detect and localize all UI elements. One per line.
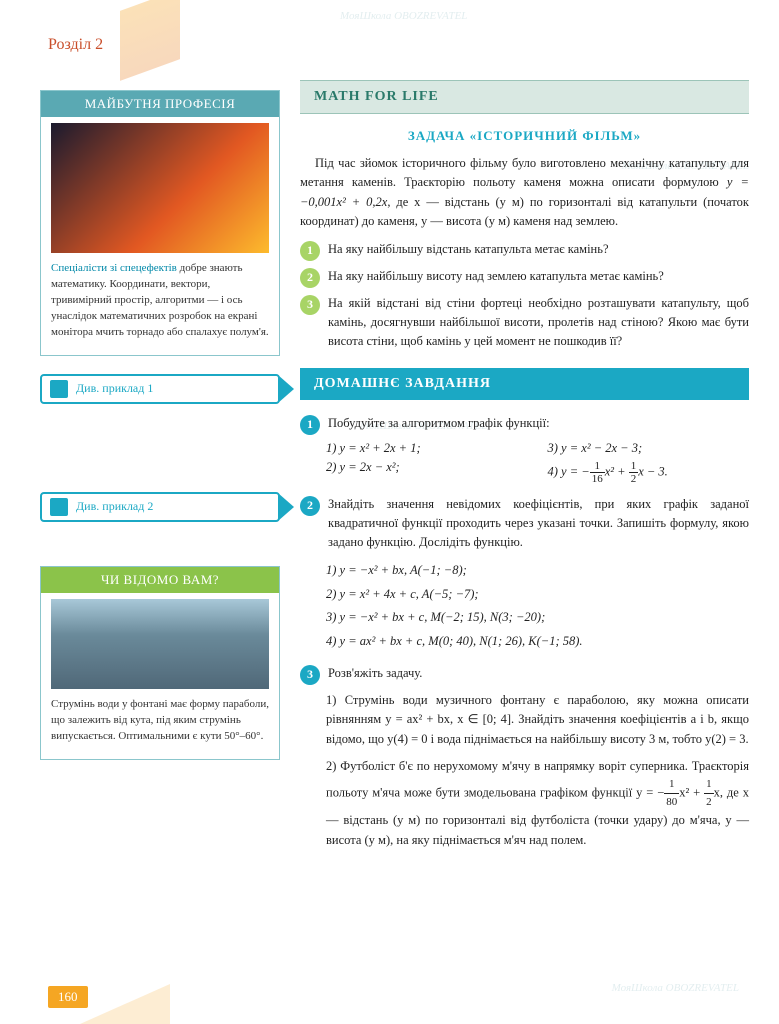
hw1-f1: 1) y = x² + 2x + 1; xyxy=(326,441,421,455)
mfl-question-3: 3 На якій відстані від стіни фортеці нео… xyxy=(300,294,749,352)
task-title: ЗАДАЧА «ІСТОРИЧНИЙ ФІЛЬМ» xyxy=(300,128,749,144)
hw2-f4: 4) y = ax² + bx + c, M(0; 40), N(1; 26),… xyxy=(326,634,583,648)
hw3-sub-1: 1) Струмінь води музичного фонтану є пар… xyxy=(326,691,749,749)
profession-image xyxy=(51,123,269,253)
mfl-q3-text: На якій відстані від стіни фортеці необх… xyxy=(328,294,749,352)
book-icon xyxy=(50,380,68,398)
mfl-question-2: 2 На яку найбільшу висоту над землею кат… xyxy=(300,267,749,288)
book-icon xyxy=(50,498,68,516)
hw1-prompt: Побудуйте за алгоритмом графік функції: xyxy=(328,414,749,433)
did-you-know-box: ЧИ ВІДОМО ВАМ? Струмінь води у фонтані м… xyxy=(40,566,280,760)
profession-header: МАЙБУТНЯ ПРОФЕСІЯ xyxy=(41,91,279,117)
hw-task-1: 1 Побудуйте за алгоритмом графік функції… xyxy=(300,414,749,435)
homework-header: ДОМАШНЄ ЗАВДАННЯ xyxy=(300,368,749,400)
reference-tab-1: Див. приклад 1 xyxy=(40,374,280,404)
bullet-1: 1 xyxy=(300,241,320,261)
reference-1-label: Див. приклад 1 xyxy=(76,381,153,396)
hw1-f3: 3) y = x² − 2x − 3; xyxy=(548,441,643,455)
profession-highlight: Спеціалісти зі спецефектів xyxy=(51,262,177,274)
reference-2-label: Див. приклад 2 xyxy=(76,499,153,514)
hw1-f2: 2) y = 2x − x²; xyxy=(326,460,400,474)
hw-task-2: 2 Знайдіть значення невідомих коефіцієнт… xyxy=(300,495,749,553)
bullet-3: 3 xyxy=(300,295,320,315)
hw3-prompt: Розв'яжіть задачу. xyxy=(328,664,749,683)
intro-text-a: Під час зйомок історичного фільму було в… xyxy=(300,156,749,189)
hw1-f4: 4) y = −116x² + 12x − 3. xyxy=(548,460,750,485)
bullet-2: 2 xyxy=(300,268,320,288)
hw-task-3: 3 Розв'яжіть задачу. xyxy=(300,664,749,685)
hw3-1-formula: y = ax² + bx, x ∈ [0; 4] xyxy=(385,712,511,726)
bullet-hw-3: 3 xyxy=(300,665,320,685)
profession-box: МАЙБУТНЯ ПРОФЕСІЯ Спеціалісти зі спецефе… xyxy=(40,90,280,356)
sidebar-column: МАЙБУТНЯ ПРОФЕСІЯ Спеціалісти зі спецефе… xyxy=(40,40,280,1004)
intro-paragraph: Під час зйомок історичного фільму було в… xyxy=(300,154,749,232)
bullet-hw-2: 2 xyxy=(300,496,320,516)
fountain-image xyxy=(51,599,269,689)
mfl-q1-text: На яку найбільшу відстань катапульта мет… xyxy=(328,240,749,259)
hw2-f2: 2) y = x² + 4x + c, A(−5; −7); xyxy=(326,587,479,601)
profession-text: Спеціалісти зі спецефектів добре знають … xyxy=(51,261,269,341)
hw1-formulas: 1) y = x² + 2x + 1; 3) y = x² − 2x − 3; … xyxy=(326,441,749,485)
reference-tab-2: Див. приклад 2 xyxy=(40,492,280,522)
main-column: MATH FOR LIFE ЗАДАЧА «ІСТОРИЧНИЙ ФІЛЬМ» … xyxy=(280,40,749,1004)
did-you-know-header: ЧИ ВІДОМО ВАМ? xyxy=(41,567,279,593)
hw3-sub-2: 2) Футболіст б'є по нерухомому м'ячу в н… xyxy=(326,757,749,850)
mfl-q2-text: На яку найбільшу висоту над землею катап… xyxy=(328,267,749,286)
hw2-f1: 1) y = −x² + bx, A(−1; −8); xyxy=(326,563,467,577)
page-container: МАЙБУТНЯ ПРОФЕСІЯ Спеціалісти зі спецефе… xyxy=(0,0,779,1024)
hw2-prompt: Знайдіть значення невідомих коефіцієнтів… xyxy=(328,495,749,553)
mfl-question-1: 1 На яку найбільшу відстань катапульта м… xyxy=(300,240,749,261)
hw2-formulas: 1) y = −x² + bx, A(−1; −8); 2) y = x² + … xyxy=(326,559,749,654)
math-for-life-header: MATH FOR LIFE xyxy=(300,80,749,114)
hw2-f3: 3) y = −x² + bx + c, M(−2; 15), N(3; −20… xyxy=(326,610,545,624)
did-you-know-text: Струмінь води у фонтані має форму парабо… xyxy=(51,697,269,745)
bullet-hw-1: 1 xyxy=(300,415,320,435)
